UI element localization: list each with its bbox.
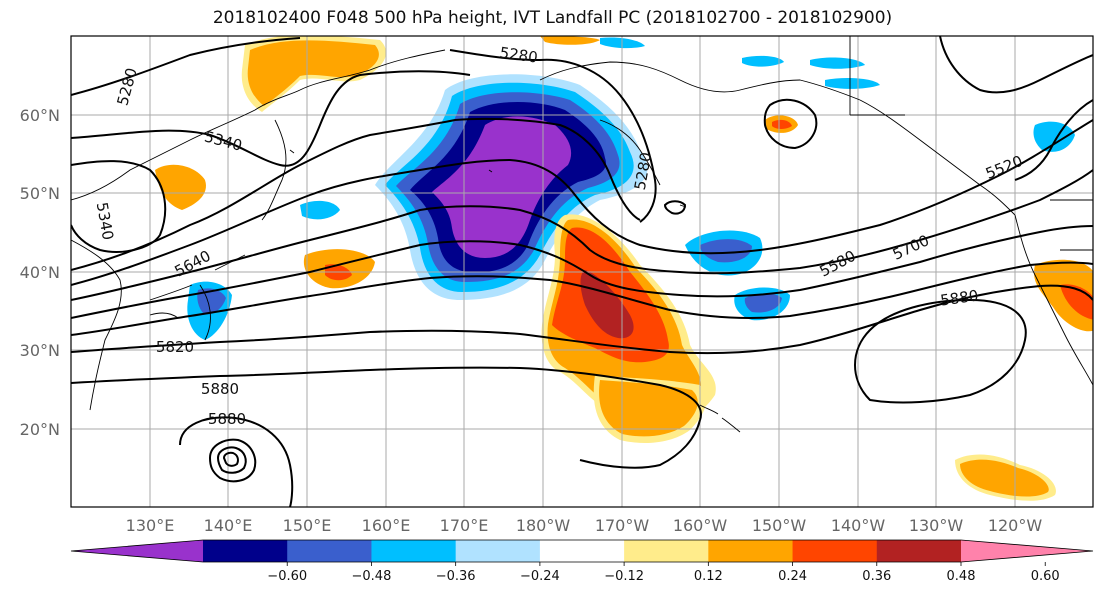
lon-label: 130°W xyxy=(909,516,964,535)
lon-label: 160°W xyxy=(673,516,728,535)
lat-label: 20°N xyxy=(20,420,60,439)
map-border xyxy=(70,35,1094,508)
colorbar-box xyxy=(708,540,794,562)
lon-label: 170°E xyxy=(440,516,489,535)
colorbar-box xyxy=(876,540,962,562)
lon-label: 150°W xyxy=(752,516,807,535)
colorbar-extend-high xyxy=(961,540,1093,562)
contour-label: 5880 xyxy=(208,410,246,428)
colorbar-box xyxy=(371,540,457,562)
colorbar-box xyxy=(455,540,541,562)
colorbar-tick-label: 0.60 xyxy=(1031,569,1060,584)
longitude-labels: 130°E 140°E 150°E 160°E 170°E 180°W 170°… xyxy=(126,516,1043,535)
lat-label: 40°N xyxy=(20,263,60,282)
positive-anomaly-patches xyxy=(155,36,1093,501)
lon-label: 140°E xyxy=(204,516,253,535)
colorbar-tick-label: −0.60 xyxy=(267,569,307,584)
colorbar-box xyxy=(287,540,372,562)
lat-label: 60°N xyxy=(20,106,60,125)
lon-label: 150°E xyxy=(283,516,332,535)
colorbar-box xyxy=(539,540,625,562)
lon-label: 180°W xyxy=(516,516,571,535)
contour-label: 5880 xyxy=(201,380,239,398)
lon-label: 170°W xyxy=(595,516,650,535)
lon-label: 120°W xyxy=(988,516,1043,535)
lat-label: 30°N xyxy=(20,341,60,360)
colorbar-tick-label: 0.36 xyxy=(862,569,891,584)
colorbar-outline xyxy=(70,539,1094,563)
contour-label: 5820 xyxy=(156,338,194,356)
colorbar-tick-label: 0.48 xyxy=(947,569,976,584)
colorbar: −0.60 −0.48 −0.36 −0.24 −0.12 0.12 0.24 0.36 0.4… xyxy=(70,539,1094,584)
colorbar-box xyxy=(203,540,288,562)
height-contours xyxy=(71,36,1093,507)
lon-label: 130°E xyxy=(126,516,175,535)
latitude-labels: 60°N 50°N 40°N 30°N 20°N xyxy=(20,106,60,439)
colorbar-tick-label: 0.24 xyxy=(778,569,807,584)
contour-label: 5280 xyxy=(499,43,539,66)
colorbar-tick-label: −0.36 xyxy=(436,569,476,584)
colorbar-extend-low xyxy=(71,540,203,562)
colorbar-tick-label: −0.24 xyxy=(520,569,560,584)
colorbar-tick-label: −0.48 xyxy=(352,569,392,584)
colorbar-tick-label: −0.12 xyxy=(604,569,644,584)
contour-label: 5880 xyxy=(939,286,979,309)
positive-anomaly-central xyxy=(541,214,716,433)
lat-label: 50°N xyxy=(20,184,60,203)
map-title: 2018102400 F048 500 hPa height, IVT Land… xyxy=(212,8,893,28)
graticule xyxy=(71,36,1093,507)
colorbar-tick-label: 0.12 xyxy=(694,569,723,584)
colorbar-box xyxy=(624,540,709,562)
negative-anomaly-central xyxy=(375,74,648,301)
lon-label: 160°E xyxy=(362,516,411,535)
colorbar-box xyxy=(792,540,878,562)
lon-label: 140°W xyxy=(831,516,886,535)
